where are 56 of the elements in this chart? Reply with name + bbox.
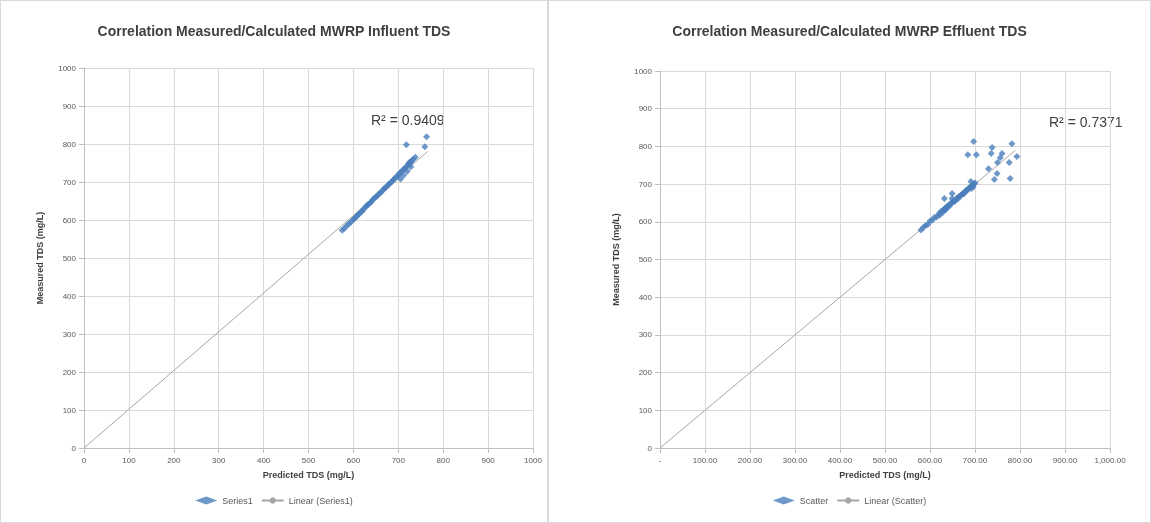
annotation: R² = 0.7371	[1049, 114, 1123, 130]
x-tick-label: 200.00	[737, 455, 763, 465]
x-tick-label: 1000	[524, 455, 543, 465]
x-tick-label: 800.00	[1007, 455, 1033, 465]
y-tick-label: 800	[638, 141, 653, 151]
y-tick-label: 900	[62, 101, 77, 111]
x-axis-title: Predicted TDS (mg/L)	[839, 469, 931, 480]
x-tick-label: 700.00	[962, 455, 988, 465]
y-tick-label: 700	[62, 177, 77, 187]
y-tick-label: 600	[638, 217, 653, 227]
legend-label: Linear (Series1)	[288, 495, 353, 506]
x-axis-title: Predicted TDS (mg/L)	[262, 469, 355, 480]
x-tick-label: 900	[481, 455, 496, 465]
y-tick-label: 400	[638, 292, 653, 302]
y-tick-label: 800	[62, 139, 77, 149]
y-tick-label: 1000	[634, 66, 653, 76]
y-tick-label: 600	[62, 215, 77, 225]
y-tick-label: 300	[62, 329, 77, 339]
x-tick-label: 400	[256, 455, 271, 465]
y-tick-label: 100	[638, 405, 653, 415]
x-tick-label: -	[658, 455, 662, 465]
x-tick-label: 200	[167, 455, 182, 465]
y-tick-label: 400	[62, 291, 77, 301]
x-tick-label: 400.00	[827, 455, 853, 465]
x-tick-label: 700	[391, 455, 406, 465]
chart-title: Correlation Measured/Calculated MWRP Effluent TDS	[672, 23, 1027, 39]
chart-title: Correlation Measured/Calculated MWRP Influent TDS	[97, 23, 451, 39]
x-tick-label: 600.00	[917, 455, 943, 465]
y-tick-label: 900	[638, 104, 653, 114]
y-tick-label: 1000	[58, 63, 77, 73]
x-tick-label: 100.00	[692, 455, 718, 465]
y-tick-label: 700	[638, 179, 653, 189]
x-tick-label: 500	[301, 455, 316, 465]
x-tick-label: 100	[122, 455, 137, 465]
x-tick-label: 300.00	[782, 455, 808, 465]
x-tick-label: 0	[81, 455, 87, 465]
y-tick-label: 300	[638, 330, 653, 340]
y-axis-title: Measured TDS (mg/L)	[610, 213, 621, 306]
y-axis-title: Measured TDS (mg/L)	[34, 211, 45, 305]
legend-label: Linear (Scatter)	[864, 495, 927, 506]
y-tick-label: 200	[62, 367, 77, 377]
y-tick-label: 500	[62, 253, 77, 263]
x-tick-label: 900.00	[1052, 455, 1078, 465]
y-tick-label: 0	[647, 443, 653, 453]
y-tick-label: 0	[71, 443, 77, 453]
x-tick-label: 500.00	[872, 455, 898, 465]
y-tick-label: 200	[638, 368, 653, 378]
annotation: R² = 0.9409	[371, 112, 445, 128]
x-tick-label: 300	[212, 455, 226, 465]
x-tick-label: 1,000.00	[1094, 455, 1127, 465]
x-tick-label: 800	[436, 455, 451, 465]
legend-label: Scatter	[799, 495, 829, 506]
y-tick-label: 500	[638, 255, 653, 264]
legend-label: Series1	[222, 495, 253, 506]
x-tick-label: 600	[346, 455, 361, 465]
y-tick-label: 100	[62, 405, 77, 415]
